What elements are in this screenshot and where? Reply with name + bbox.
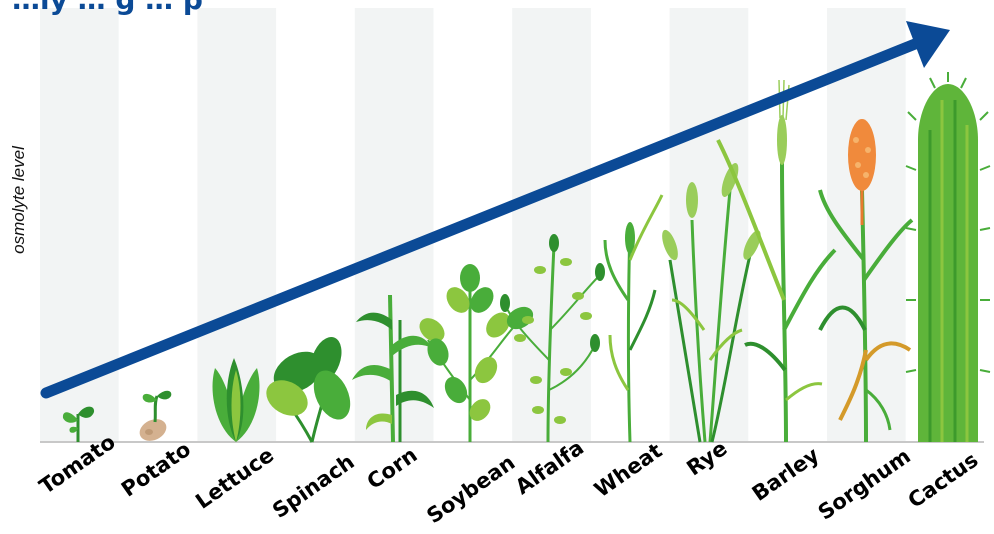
category-label-corn: Corn <box>363 443 422 494</box>
category-label-cactus: Cactus <box>904 448 983 513</box>
sorghum-plant-icon <box>818 119 914 443</box>
soybean-plant-icon <box>419 264 534 442</box>
plants-layer <box>62 72 991 443</box>
spinach-icon <box>266 336 351 443</box>
alfalfa-plant-icon <box>500 234 605 443</box>
y-axis-label: osmolyte level <box>9 145 28 254</box>
category-label-potato: Potato <box>117 437 195 502</box>
background-bands <box>40 8 906 442</box>
cactus-icon <box>905 72 991 442</box>
potato-sprout-icon <box>139 390 172 441</box>
lettuce-icon <box>212 358 260 442</box>
category-label-soybean: Soybean <box>422 450 519 528</box>
diagram-title: …ly … g … p <box>12 0 203 16</box>
wheat-plant-icon <box>603 194 664 443</box>
column-band-rye <box>669 8 749 442</box>
rye-plant-icon <box>662 162 761 443</box>
tomato-seedling-icon <box>62 406 95 442</box>
category-label-lettuce: Lettuce <box>191 443 278 514</box>
category-label-sorghum: Sorghum <box>814 444 915 525</box>
column-band-corn <box>354 8 434 442</box>
increasing-trend-arrow <box>40 21 950 399</box>
category-label-wheat: Wheat <box>590 438 666 502</box>
corn-plant-icon <box>352 294 434 443</box>
category-label-barley: Barley <box>748 443 824 506</box>
category-label-spinach: Spinach <box>268 450 359 524</box>
column-band-alfalfa <box>512 8 591 442</box>
category-label-alfalfa: Alfalfa <box>511 435 588 499</box>
